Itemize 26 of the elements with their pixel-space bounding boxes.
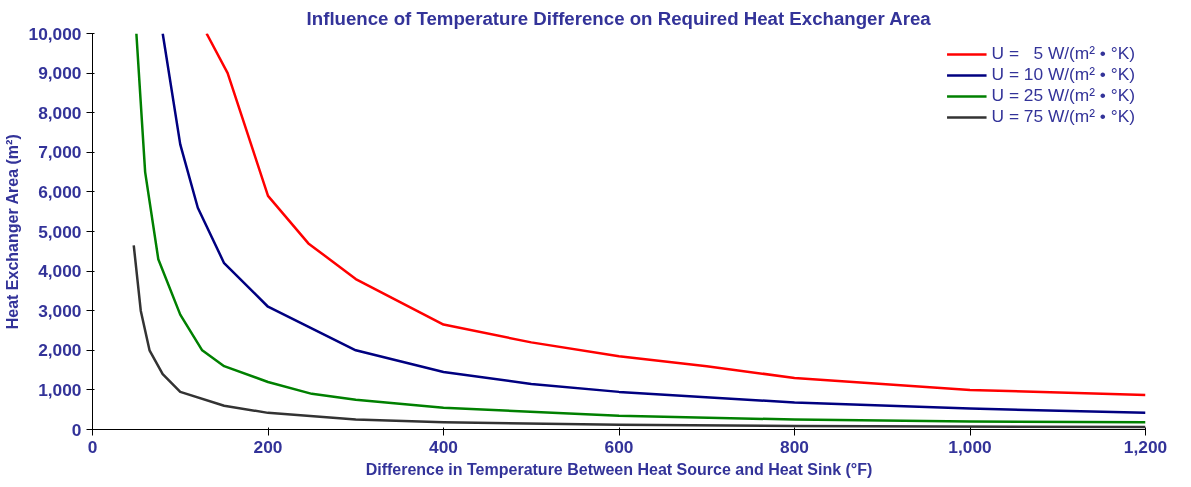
y-tick-label: 0 — [71, 419, 82, 440]
legend-label: U = 10 W/(m² • °K) — [991, 64, 1135, 85]
x-tick-label: 600 — [604, 436, 634, 457]
y-axis-title: Heat Exchanger Area (m²) — [3, 134, 21, 330]
x-tick-label: 800 — [780, 436, 809, 457]
legend-label: U = 5 W/(m² • °K) — [991, 43, 1135, 64]
y-tick-label: 10,000 — [28, 23, 82, 44]
y-tick-label: 6,000 — [38, 181, 82, 202]
x-tick-label: 0 — [87, 436, 98, 457]
x-tick-label: 1,000 — [948, 436, 992, 457]
y-tick-label: 4,000 — [38, 261, 82, 282]
y-tick-label: 9,000 — [38, 63, 82, 84]
legend-label: U = 75 W/(m² • °K) — [991, 106, 1135, 127]
legend-label: U = 25 W/(m² • °K) — [991, 85, 1135, 106]
x-tick-label: 1,200 — [1123, 436, 1168, 457]
y-tick-label: 5,000 — [38, 221, 82, 242]
y-tick-label: 3,000 — [38, 300, 82, 321]
chart-title: Influence of Temperature Difference on Required Heat Exchanger Area — [306, 7, 932, 29]
y-tick-label: 7,000 — [38, 142, 82, 163]
y-tick-label: 8,000 — [38, 102, 82, 123]
y-tick-label: 1,000 — [38, 379, 82, 400]
y-tick-label: 2,000 — [38, 340, 82, 361]
x-tick-label: 400 — [429, 436, 458, 457]
x-tick-label: 200 — [253, 436, 283, 457]
line-series — [132, 244, 1146, 429]
x-axis-title: Difference in Temperature Between Heat Source and Heat Sink (°F) — [365, 460, 873, 478]
